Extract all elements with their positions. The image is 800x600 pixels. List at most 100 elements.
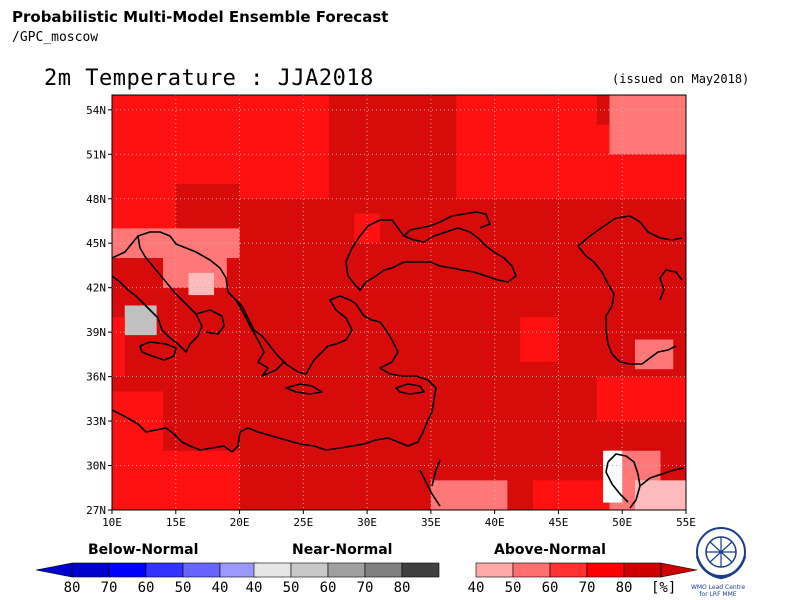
near-normal-swatch [290,562,329,578]
above-normal-arrow [660,562,698,578]
below-normal-swatch [71,562,110,578]
y-tick-label: 45N [86,237,106,250]
below-normal-title: Below-Normal [88,542,199,558]
x-tick-label: 10E [102,516,122,529]
above-normal-swatch [549,562,588,578]
below-normal-arrow [35,562,73,578]
near-normal-label: 70 [357,580,374,596]
wmo-logo [695,527,747,580]
coast-north-africa [111,409,233,453]
above-normal-swatch [623,562,662,578]
above-normal-label: 40 [468,580,485,596]
coast-anatolia-south [231,303,437,453]
near-normal-swatch [364,562,403,578]
probability-cell [603,450,623,503]
below-normal-swatch [182,562,221,578]
x-tick-label: 35E [421,516,441,529]
model-source: /GPC_moscow [12,30,99,45]
below-normal-label: 50 [175,580,192,596]
probability-cell [430,480,508,510]
coast-cyprus [395,383,425,395]
variable-title: 2m Temperature : JJA2018 [44,66,374,91]
y-tick-label: 54N [86,104,106,117]
above-normal-title: Above-Normal [494,542,606,558]
below-normal-label: 70 [101,580,118,596]
coast-gulf-oman [639,467,685,487]
probability-cell [239,95,329,199]
x-tick-label: 45E [549,516,569,529]
below-normal-label: 60 [138,580,155,596]
above-normal-swatch [475,562,514,578]
longitude-axis: 10E 15E 20E 25E 30E 35E 40E 45E 50E 55E [102,510,696,529]
probability-cell [188,272,215,296]
probability-cell [596,376,686,422]
probability-cell [634,480,686,510]
probability-cell [520,317,559,362]
coast-italy-heel [195,309,225,335]
probability-grid [112,95,686,510]
near-normal-label: 60 [320,580,337,596]
above-normal-label: 50 [505,580,522,596]
map-frame [111,94,687,511]
y-tick-label: 27N [86,504,106,517]
x-tick-label: 55E [676,516,696,529]
x-tick-label: 15E [166,516,186,529]
coast-crete [285,383,323,395]
unit-label: [%] [651,580,676,596]
below-normal-swatch [219,562,258,578]
near-normal-swatch [327,562,366,578]
above-normal-swatch [512,562,551,578]
near-normal-title: Near-Normal [292,542,393,558]
near-normal-label: 40 [246,580,263,596]
x-tick-label: 40E [485,516,505,529]
y-tick-label: 51N [86,148,106,161]
coast-persian-gulf [605,453,641,509]
y-tick-label: 30N [86,460,106,473]
coast-italy-west [111,235,203,353]
y-tick-label: 33N [86,415,106,428]
probability-cell [175,95,240,184]
y-tick-label: 42N [86,282,106,295]
coast-red-sea [419,459,441,507]
x-tick-label: 25E [293,516,313,529]
probability-cell [609,95,686,155]
near-normal-label: 50 [283,580,300,596]
below-normal-label: 80 [64,580,81,596]
coast-black-sea [345,219,517,291]
coast-crimea-azov [403,211,491,237]
probability-cell [112,317,125,377]
near-normal-swatch [401,562,440,578]
x-tick-label: 30E [357,516,377,529]
forecast-title: Probabilistic Multi-Model Ensemble Forec… [12,8,389,26]
x-tick-label: 20E [230,516,250,529]
probability-cell [558,95,597,199]
probability-cell [163,450,240,510]
x-tick-label: 50E [612,516,632,529]
near-normal-label: 80 [394,580,411,596]
probability-cell [112,95,176,244]
coast-italy-balkans [111,231,357,375]
probability-colorbar: 80 70 60 50 40 40 50 60 70 80 40 50 60 70 80 [%] [35,562,698,596]
wmo-logo-caption: WMO Lead Centre for LRF MME [690,584,746,598]
probability-cell [124,305,157,336]
below-normal-swatch [108,562,147,578]
above-normal-swatch [586,562,625,578]
above-normal-label: 70 [579,580,596,596]
latitude-axis: 54N 51N 48N 45N 42N 39N 36N 33N 30N 27N [86,104,112,517]
coastlines [111,211,685,509]
coast-caspian [577,215,683,365]
y-tick-label: 48N [86,193,106,206]
above-normal-label: 60 [542,580,559,596]
y-tick-label: 36N [86,371,106,384]
issued-date: (issued on May2018) [612,72,750,86]
below-normal-swatch [145,562,184,578]
probability-cell [456,95,559,199]
probability-cell [112,391,164,510]
coast-sicily [139,341,177,361]
below-normal-label: 40 [212,580,229,596]
above-normal-label: 80 [616,580,633,596]
coast-greece [235,299,285,377]
near-normal-swatch [253,562,292,578]
y-tick-label: 39N [86,326,106,339]
